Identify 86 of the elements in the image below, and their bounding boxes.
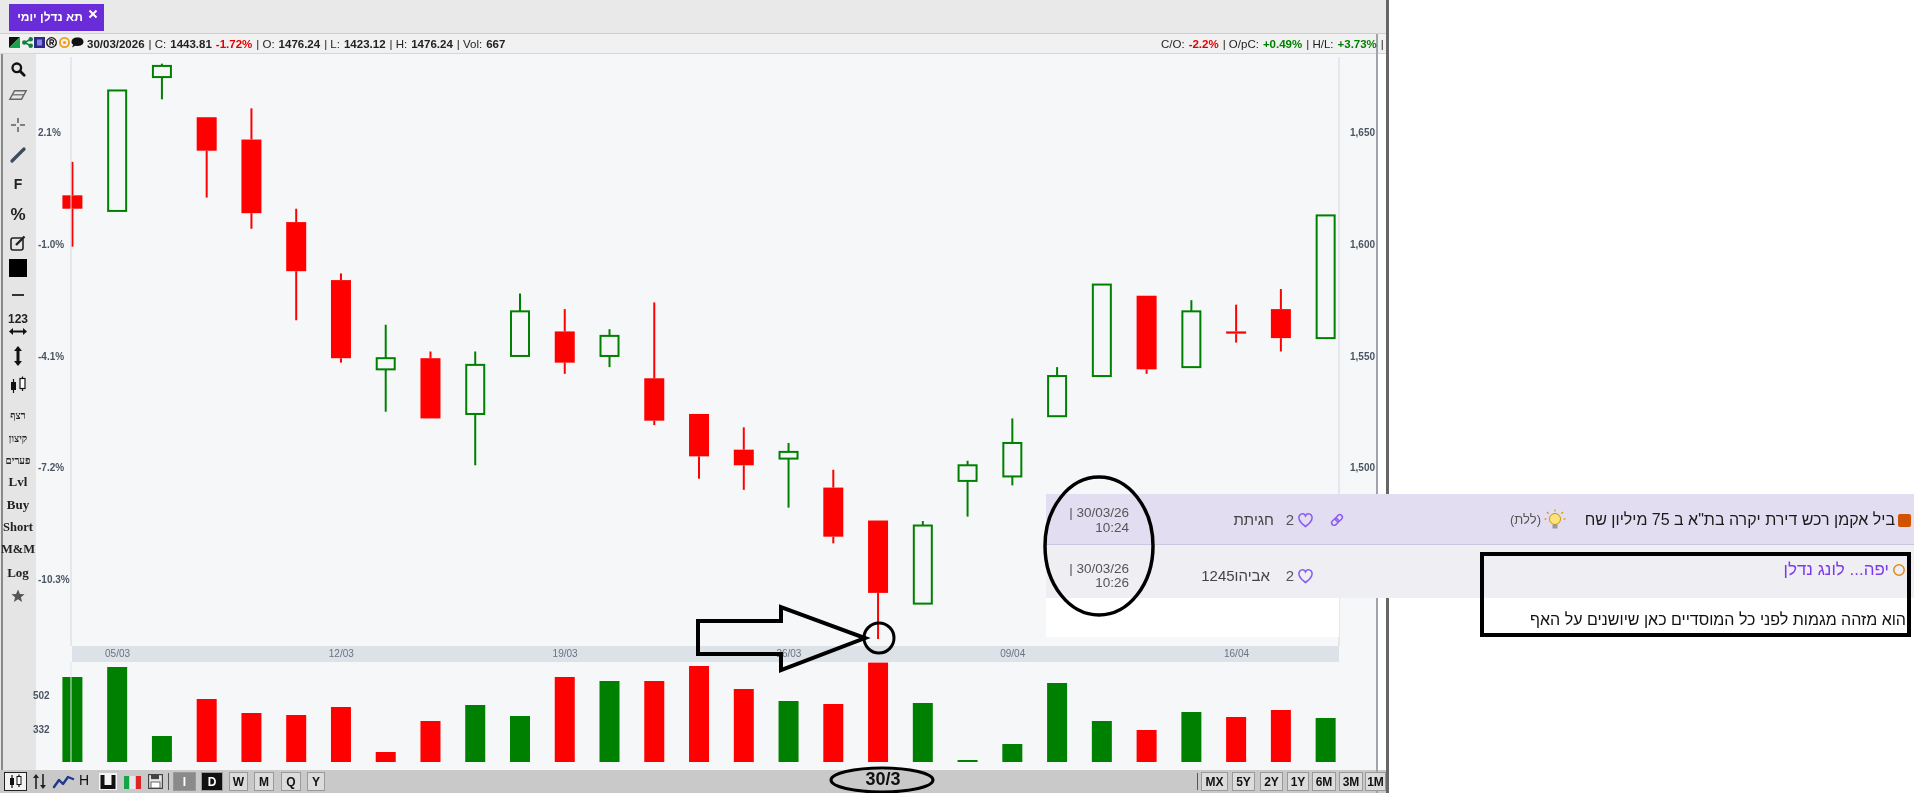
y2-tick-label: -7.2%	[38, 462, 65, 474]
candlestick	[286, 207, 307, 322]
candlestick	[823, 468, 844, 545]
x-tick-label: 09/04	[1000, 648, 1026, 660]
annotation: 2	[1285, 566, 1295, 585]
text: Short	[3, 520, 33, 535]
text: יפה... לונג נדלן	[1783, 559, 1889, 580]
text: F	[13, 176, 23, 193]
text: | L:	[324, 38, 340, 50]
y-tick-label: 1,500	[1350, 462, 1376, 474]
text: -2.2%	[1188, 38, 1219, 50]
text: | H/L:	[1306, 38, 1334, 50]
candlestick	[330, 272, 351, 364]
candlestick	[241, 107, 262, 230]
y2-tick-label: -4.1%	[38, 350, 65, 362]
y-tick-label: 1,550	[1350, 350, 1376, 362]
annotation: חגיתת	[1233, 510, 1274, 529]
text: 30/03/2026	[87, 38, 145, 50]
candlestick	[554, 308, 575, 375]
text: 667	[486, 38, 506, 50]
button: 3M	[1339, 772, 1363, 791]
text: Buy	[6, 496, 30, 513]
text: | O:	[256, 38, 275, 50]
text: | O/pC:	[1222, 38, 1259, 50]
annotation: 2	[1285, 510, 1295, 529]
button: 1Y	[1287, 772, 1309, 791]
x-tick-label: 19/03	[552, 648, 579, 660]
y-tick-label: 1,650	[1350, 127, 1376, 139]
candlestick	[1226, 303, 1247, 344]
text: -1.72%	[215, 38, 253, 50]
text: 1476.24	[278, 38, 321, 50]
button: 5Y	[1232, 772, 1255, 791]
text: 1423.12	[343, 38, 386, 50]
annotation: | 30/03/26	[1069, 560, 1129, 577]
y-tick-label: 332	[33, 724, 51, 736]
chart-title: תא נדלן יומי	[17, 10, 83, 25]
y2-tick-label: -1.0%	[38, 238, 65, 250]
button: W	[229, 772, 248, 791]
text: %	[10, 204, 26, 225]
text: 1476.24	[411, 38, 453, 50]
annotation: 10:26	[1095, 574, 1129, 591]
text: +3.73%	[1337, 38, 1377, 50]
text: | Vol:	[456, 38, 483, 50]
text: M&M	[0, 542, 36, 557]
y-tick-label: 1,600	[1350, 238, 1376, 250]
y2-tick-label: -10.3%	[38, 574, 70, 586]
candlestick	[733, 426, 754, 491]
text: 123	[7, 312, 29, 327]
tab: תא נדלן יומי	[9, 4, 104, 31]
text: |	[1380, 38, 1384, 50]
candlestick	[599, 328, 620, 369]
text: Log	[7, 564, 29, 581]
text: 30/3	[865, 769, 901, 790]
y-tick-label: 502	[33, 690, 51, 702]
text: +0.49%	[1262, 38, 1303, 50]
button: MX	[1201, 772, 1228, 791]
text: H	[78, 772, 90, 789]
candlestick	[62, 160, 83, 248]
annotation: | 30/03/26	[1069, 504, 1129, 521]
text: C/O:	[1161, 38, 1185, 50]
button: Q	[281, 772, 301, 791]
y2-tick-label: 2.1%	[38, 127, 61, 139]
button: Y	[307, 772, 325, 791]
text: Lvl	[8, 473, 28, 490]
text: ביל אקמן רכש דירת יקרה בת"א ב 75 מיליון שח	[1584, 511, 1895, 529]
button: I	[173, 772, 196, 791]
text: | C:	[148, 38, 167, 50]
text: פערים	[5, 454, 31, 466]
text: הוא מזהה מגמות לפני כל המוסדיים כאן שיושנים על האף	[1530, 611, 1906, 629]
text: (ללת)	[1509, 511, 1541, 528]
button: M	[254, 772, 274, 791]
text: רצף	[10, 409, 26, 421]
x-tick-label: 05/03	[105, 648, 131, 660]
annotation: אביהו1245	[1201, 566, 1270, 585]
button: 6M	[1312, 772, 1336, 791]
annotation: 10:24	[1095, 519, 1129, 536]
button: 2Y	[1260, 772, 1283, 791]
x-tick-label: 12/03	[328, 648, 355, 660]
button: D	[201, 772, 223, 791]
text: | H:	[389, 38, 408, 50]
x-tick-label: 16/04	[1223, 648, 1250, 660]
text: קיצון	[8, 432, 28, 444]
button: 1M	[1365, 772, 1386, 791]
candlestick	[1270, 288, 1291, 353]
candlestick	[375, 323, 396, 413]
text: 1443.81	[170, 38, 212, 50]
